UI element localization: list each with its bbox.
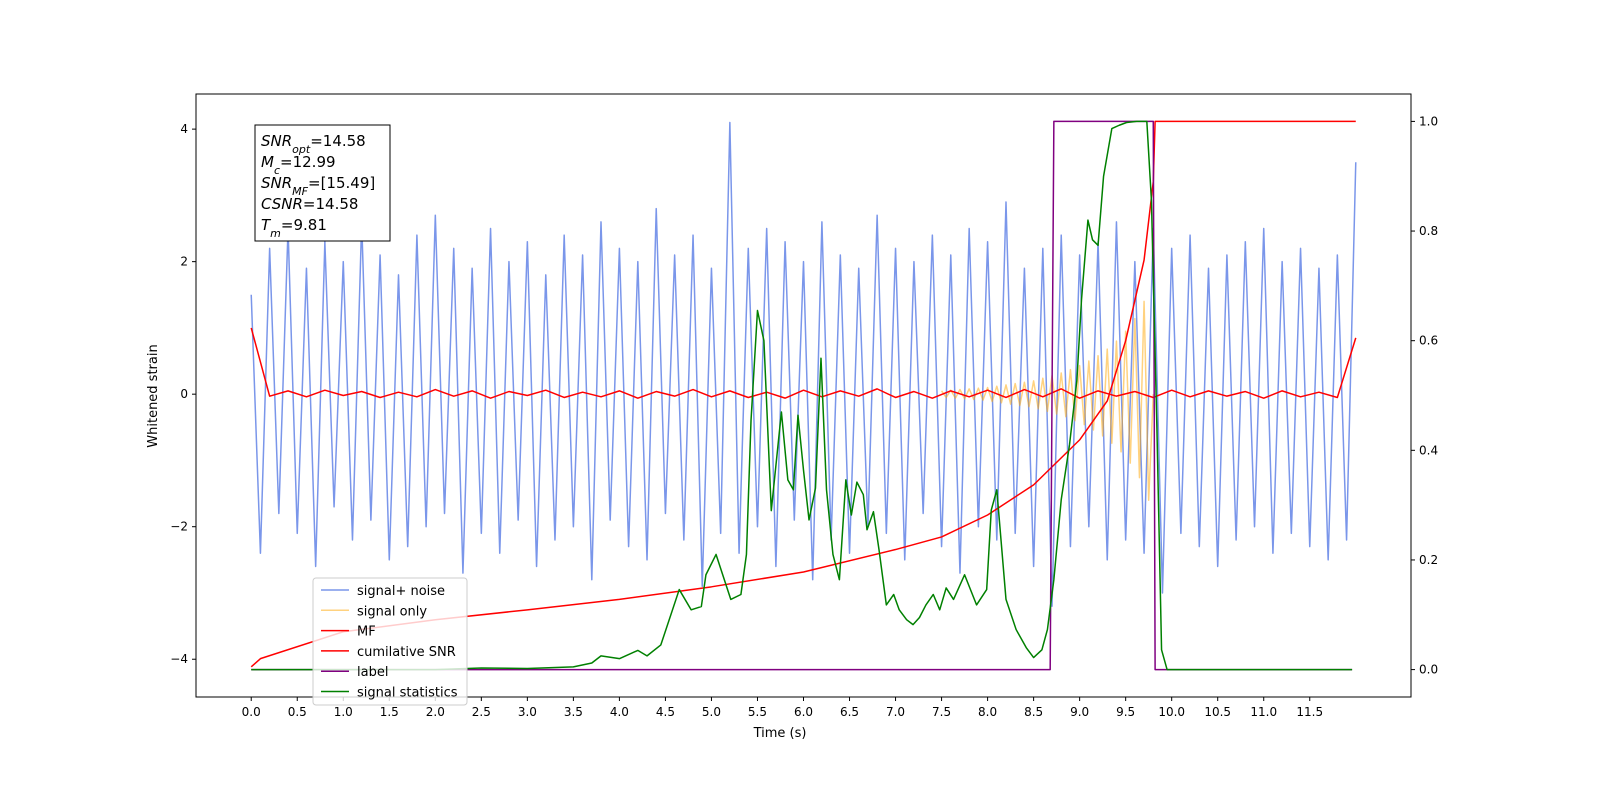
legend-label: cumilative SNR	[357, 645, 456, 660]
x-tick-label: 3.0	[518, 705, 537, 719]
y2-tick-label: 1.0	[1419, 114, 1438, 128]
x-tick-label: 5.0	[702, 705, 721, 719]
y2-tick-label: 0.2	[1419, 553, 1438, 567]
x-axis-label: Time (s)	[753, 726, 807, 741]
annotation-subscript: opt	[292, 143, 311, 156]
legend: signal+ noise signal only MF cumilative SNR…	[312, 577, 468, 706]
legend-label: signal statistics	[357, 686, 458, 701]
x-tick-label: 10.0	[1158, 705, 1185, 719]
annotation: Tm=9.81	[261, 216, 327, 240]
x-tick-label: 2.0	[426, 705, 445, 719]
x-tick-label: 6.0	[794, 705, 813, 719]
annotation-symbol: SNR	[261, 132, 292, 150]
annotation-value: =12.99	[280, 153, 336, 171]
annotation-subscript: c	[274, 164, 280, 177]
y2-tick-label: 0.8	[1419, 224, 1438, 238]
annotation: SNRopt=14.58	[261, 132, 366, 156]
annotation-symbol: M	[261, 153, 274, 171]
y-tick-label: 4	[180, 122, 188, 136]
x-tick-label: 7.0	[886, 705, 905, 719]
annotation-box	[254, 124, 391, 242]
annotation: SNRMF=[15.49]	[261, 174, 375, 198]
x-tick-label: 4.5	[656, 705, 675, 719]
series-line	[940, 300, 1155, 501]
x-tick-label: 11.5	[1296, 705, 1323, 719]
x-tick-label: 10.5	[1204, 705, 1231, 719]
annotation-value: =14.58	[303, 195, 359, 213]
legend-label: label	[357, 665, 388, 680]
legend-label: signal+ noise	[357, 584, 445, 599]
x-tick-label: 8.0	[978, 705, 997, 719]
x-tick-label: 0.0	[242, 705, 261, 719]
annotation: CSNR=14.58	[261, 195, 358, 213]
legend-box	[312, 577, 468, 706]
y-tick-label: −2	[170, 520, 188, 534]
x-tick-label: 3.5	[564, 705, 583, 719]
x-tick-label: 7.5	[932, 705, 951, 719]
legend-label: signal only	[357, 604, 427, 619]
series-line	[251, 120, 1353, 671]
x-tick-label: 9.0	[1070, 705, 1089, 719]
annotation: Mc=12.99	[261, 153, 336, 177]
legend-label: MF	[357, 625, 376, 640]
x-tick-label: 2.5	[472, 705, 491, 719]
x-tick-label: 5.5	[748, 705, 767, 719]
x-tick-label: 1.5	[380, 705, 399, 719]
x-tick-label: 0.5	[288, 705, 307, 719]
annotation-subscript: m	[270, 227, 281, 240]
y-tick-label: 0	[180, 387, 188, 401]
annotation-value: =[15.49]	[308, 174, 375, 192]
y2-tick-label: 0.6	[1419, 334, 1438, 348]
x-tick-label: 6.5	[840, 705, 859, 719]
y2-tick-label: 0.0	[1419, 663, 1438, 677]
annotation-symbol: T	[261, 216, 272, 234]
x-tick-label: 8.5	[1024, 705, 1043, 719]
y-axis-label: Whitened strain	[146, 344, 161, 447]
annotation-value: =9.81	[281, 216, 327, 234]
annotation-subscript: MF	[292, 185, 308, 198]
annotation-symbol: SNR	[261, 174, 292, 192]
y-tick-label: −4	[170, 652, 188, 666]
x-tick-label: 9.5	[1116, 705, 1135, 719]
y-tick-label: 2	[180, 255, 188, 269]
annotation-value: =14.58	[310, 132, 366, 150]
y2-tick-label: 0.4	[1419, 443, 1438, 457]
annotation-symbol: CSNR	[261, 195, 303, 213]
series-line	[250, 121, 1357, 607]
x-tick-label: 1.0	[334, 705, 353, 719]
x-tick-label: 4.0	[610, 705, 629, 719]
x-tick-label: 11.0	[1250, 705, 1277, 719]
series-line	[250, 327, 1357, 399]
